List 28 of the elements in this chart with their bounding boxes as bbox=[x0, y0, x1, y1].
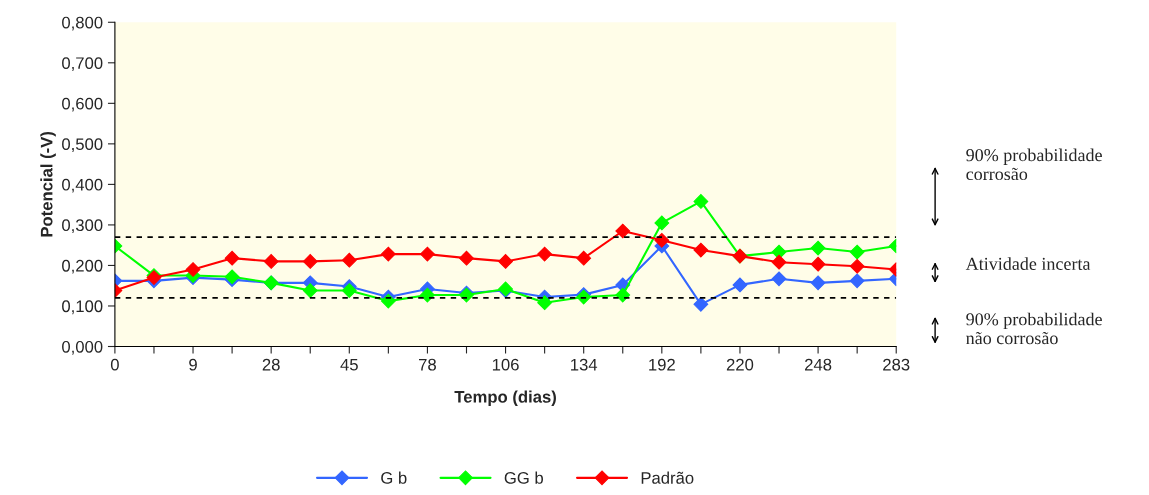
x-tick-label: 9 bbox=[189, 358, 197, 371]
x-tick-label: 0 bbox=[110, 358, 119, 371]
legend-label: G b bbox=[381, 471, 407, 484]
text: 90% probabilidade corrosão bbox=[966, 148, 1102, 181]
y-tick-label: 0,700 bbox=[62, 57, 103, 71]
x-tick-label: 134 bbox=[571, 358, 598, 371]
legend-label: GG b bbox=[504, 471, 543, 484]
y-axis-title: Potencial (-V) bbox=[40, 131, 56, 237]
y-tick-label: 0,200 bbox=[62, 259, 103, 274]
y-tick-label: 0,600 bbox=[62, 97, 103, 112]
y-tick-label: 0,000 bbox=[62, 340, 103, 355]
y-tick-label: 0,500 bbox=[62, 138, 103, 153]
x-tick-label: 106 bbox=[492, 358, 519, 371]
text: Atividade incerta bbox=[965, 257, 1091, 270]
x-tick-label: 28 bbox=[262, 358, 280, 371]
y-tick-label: 0,400 bbox=[62, 178, 103, 193]
y-tick-label: 0,100 bbox=[62, 300, 103, 315]
y-tick-label: 0,800 bbox=[62, 16, 103, 31]
legend-label: Padrão bbox=[641, 471, 694, 484]
y-tick-label: 0,300 bbox=[62, 219, 103, 234]
x-tick-label: 283 bbox=[883, 358, 910, 371]
text: 90% probabilidade não corrosão bbox=[966, 312, 1102, 345]
x-tick-label: 220 bbox=[726, 358, 754, 371]
x-tick-label: 248 bbox=[805, 358, 832, 371]
x-tick-label: 45 bbox=[340, 358, 358, 371]
x-axis-title: Tempo (dias) bbox=[454, 390, 556, 407]
x-tick-label: 192 bbox=[649, 358, 675, 371]
x-tick-label: 78 bbox=[419, 358, 436, 371]
